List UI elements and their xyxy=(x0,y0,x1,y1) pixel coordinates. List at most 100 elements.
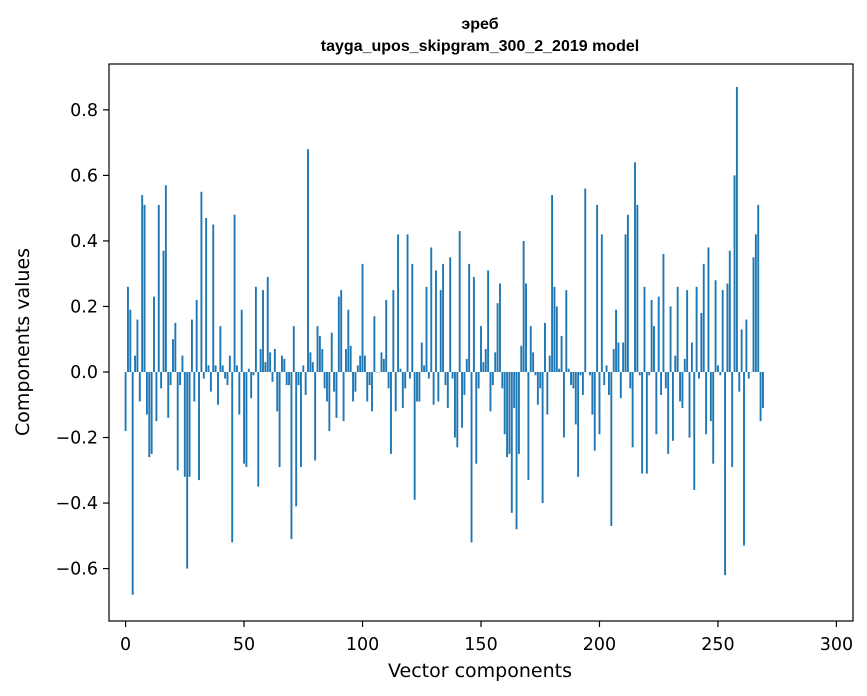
bar-series xyxy=(124,86,764,595)
bar-123 xyxy=(416,371,418,402)
bar-239 xyxy=(690,342,693,372)
bar-148 xyxy=(475,371,478,464)
bar-201 xyxy=(600,234,603,372)
bar-248 xyxy=(712,371,715,464)
bar-247 xyxy=(709,371,712,422)
bar-191 xyxy=(577,371,580,477)
bar-245 xyxy=(705,371,708,435)
y-axis-label: Components values xyxy=(12,248,34,436)
bar-159 xyxy=(501,371,504,389)
x-tick-label-4: 200 xyxy=(583,635,616,655)
bar-125 xyxy=(420,342,423,372)
bar-136 xyxy=(446,371,449,409)
bar-133 xyxy=(439,290,442,372)
bar-73 xyxy=(297,371,300,386)
bar-64 xyxy=(276,371,279,412)
bar-109 xyxy=(382,358,385,372)
bar-41 xyxy=(221,365,224,372)
bar-105 xyxy=(373,316,376,372)
bar-252 xyxy=(721,290,724,372)
bar-144 xyxy=(465,358,468,372)
bar-49 xyxy=(240,309,243,372)
bar-18 xyxy=(167,371,170,418)
bar-38 xyxy=(214,365,217,372)
bar-84 xyxy=(323,371,326,389)
bar-224 xyxy=(655,371,658,435)
x-axis-ticks: 0 50 100 150 200 250 300 xyxy=(120,621,853,655)
bar-209 xyxy=(619,371,622,399)
bar-26 xyxy=(186,371,189,569)
bar-15 xyxy=(160,371,163,389)
bar-20 xyxy=(172,339,174,372)
bar-55 xyxy=(254,286,257,372)
bar-221 xyxy=(648,371,651,376)
bar-85 xyxy=(326,371,328,402)
bar-119 xyxy=(406,234,409,372)
bar-23 xyxy=(179,371,182,386)
bar-13 xyxy=(155,371,158,422)
bar-90 xyxy=(337,296,340,372)
x-axis-label: Vector components xyxy=(388,660,572,682)
bar-167 xyxy=(520,345,523,372)
bar-52 xyxy=(247,368,250,372)
bar-14 xyxy=(157,204,160,372)
bar-124 xyxy=(418,371,421,402)
bar-100 xyxy=(361,263,364,372)
y-tick-label-0: −0.6 xyxy=(56,560,99,580)
bar-112 xyxy=(390,371,392,454)
bar-203 xyxy=(605,365,608,372)
bar-218 xyxy=(641,371,644,474)
bar-143 xyxy=(463,371,466,395)
bar-83 xyxy=(321,349,324,372)
bar-223 xyxy=(653,326,655,372)
bar-153 xyxy=(487,270,490,372)
bar-179 xyxy=(548,355,551,372)
bar-241 xyxy=(695,286,698,372)
bar-149 xyxy=(477,371,480,389)
bar-250 xyxy=(716,365,719,372)
bar-75 xyxy=(302,365,305,372)
bar-162 xyxy=(508,371,511,454)
bar-122 xyxy=(413,371,416,500)
bar-213 xyxy=(629,371,632,389)
bar-177 xyxy=(544,322,546,372)
bar-63 xyxy=(273,349,276,372)
bar-117 xyxy=(401,371,404,409)
bar-233 xyxy=(676,286,679,372)
bar-194 xyxy=(584,188,587,372)
y-tick-label-7: 0.8 xyxy=(70,101,98,121)
y-tick-label-3: 0.0 xyxy=(70,363,98,383)
bar-77 xyxy=(307,149,309,372)
bar-65 xyxy=(278,371,281,468)
bar-32 xyxy=(200,191,203,372)
bar-171 xyxy=(529,326,532,372)
bar-132 xyxy=(437,371,440,402)
x-tick-label-0: 0 xyxy=(120,635,131,655)
bar-140 xyxy=(456,371,459,448)
bar-45 xyxy=(231,371,234,543)
bar-81 xyxy=(316,326,319,372)
bar-238 xyxy=(688,371,691,438)
bar-24 xyxy=(181,355,184,372)
bar-111 xyxy=(387,371,390,389)
bar-210 xyxy=(622,342,625,372)
bar-240 xyxy=(693,371,696,490)
bar-196 xyxy=(589,371,591,376)
bar-266 xyxy=(754,234,757,372)
bar-199 xyxy=(596,204,599,372)
bar-17 xyxy=(164,185,167,372)
bar-36 xyxy=(209,371,212,392)
bar-202 xyxy=(603,371,606,386)
bar-58 xyxy=(262,290,264,372)
bar-246 xyxy=(707,247,710,372)
bar-243 xyxy=(700,313,703,372)
x-tick-label-3: 150 xyxy=(464,635,497,655)
bar-8 xyxy=(143,204,146,372)
bar-121 xyxy=(411,263,414,372)
bar-104 xyxy=(371,371,373,412)
bar-234 xyxy=(679,371,681,402)
bar-44 xyxy=(228,355,231,372)
bar-129 xyxy=(430,247,433,372)
bar-190 xyxy=(574,371,577,425)
bar-48 xyxy=(238,371,241,415)
